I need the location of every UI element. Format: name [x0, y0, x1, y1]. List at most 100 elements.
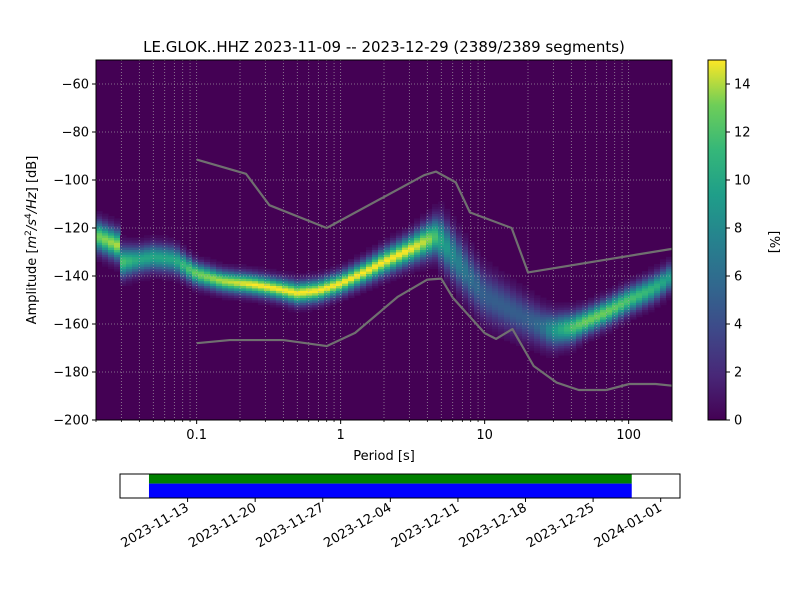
heatmap-cell [510, 278, 517, 282]
heatmap-cell [612, 321, 619, 325]
heatmap-cell [228, 290, 235, 294]
heatmap-cell [336, 295, 343, 298]
heatmap-cell [432, 256, 439, 260]
heatmap-cell [612, 290, 619, 294]
heatmap-cell [522, 328, 529, 332]
heatmap-cell [210, 280, 217, 284]
heatmap-cell [600, 304, 607, 308]
heatmap-cell [402, 240, 409, 243]
heatmap-cell [570, 316, 577, 320]
heatmap-cell [612, 292, 619, 296]
heatmap-cell [156, 271, 163, 274]
heatmap-cell [246, 297, 253, 301]
heatmap-cell [204, 288, 211, 291]
heatmap-cell [120, 244, 127, 248]
heatmap-cell [96, 252, 103, 255]
heatmap-cell [288, 307, 295, 310]
heatmap-cell [450, 271, 457, 274]
heatmap-cell [576, 328, 583, 332]
heatmap-cell [414, 256, 421, 260]
heatmap-cell [396, 266, 403, 270]
heatmap-cell [132, 261, 139, 265]
heatmap-cell [552, 316, 559, 320]
heatmap-cell [234, 290, 241, 294]
heatmap-cell [612, 314, 619, 318]
heatmap-cell [462, 273, 469, 277]
heatmap-cell [438, 264, 445, 267]
heatmap-cell [210, 271, 217, 274]
heatmap-cell [444, 271, 451, 274]
heatmap-cell [510, 297, 517, 301]
timeline-tick-label: 2023-12-11 [389, 500, 462, 551]
heatmap-cell [480, 297, 487, 301]
heatmap-cell [492, 304, 499, 308]
heatmap-cell [666, 278, 672, 282]
heatmap-cell [444, 264, 451, 267]
heatmap-cell [648, 278, 655, 282]
heatmap-cell [120, 283, 127, 286]
heatmap-cell [120, 264, 127, 267]
heatmap-cell [624, 302, 631, 306]
heatmap-cell [384, 268, 391, 272]
heatmap-cell [240, 283, 247, 286]
heatmap-cell [450, 283, 457, 286]
heatmap-cell [624, 309, 631, 313]
heatmap-cell [618, 321, 625, 325]
heatmap-cell [624, 283, 631, 286]
heatmap-cell [192, 264, 199, 267]
heatmap-cell [210, 292, 217, 296]
heatmap-cell [414, 254, 421, 258]
heatmap-cell [510, 285, 517, 289]
heatmap-cell [216, 261, 223, 265]
heatmap-cell [630, 304, 637, 308]
heatmap-cell [648, 309, 655, 313]
heatmap-cell [372, 276, 379, 279]
heatmap-cell [288, 280, 295, 284]
heatmap-cell [246, 300, 253, 303]
heatmap-cell [294, 285, 301, 289]
heatmap-cell [564, 309, 571, 313]
heatmap-cell [456, 288, 463, 291]
heatmap-cell [576, 321, 583, 325]
heatmap-cell [480, 259, 487, 262]
heatmap-cell [420, 240, 427, 243]
heatmap-cell [108, 225, 115, 229]
heatmap-cell [642, 285, 649, 289]
heatmap-cell [516, 304, 523, 308]
heatmap-cell [192, 271, 199, 274]
heatmap-cell [630, 290, 637, 294]
heatmap-cell [462, 276, 469, 279]
heatmap-cell [612, 304, 619, 308]
heatmap-cell [444, 213, 451, 217]
heatmap-cell [162, 278, 169, 282]
heatmap-cell [234, 283, 241, 286]
heatmap-cell [312, 271, 319, 274]
heatmap-cell [624, 288, 631, 291]
heatmap-cell [588, 302, 595, 306]
heatmap-cell [546, 336, 553, 339]
heatmap-cell [348, 278, 355, 282]
heatmap-cell [486, 302, 493, 306]
heatmap-cell [156, 256, 163, 260]
heatmap-cell [516, 314, 523, 318]
heatmap-cell [378, 256, 385, 260]
heatmap-cell [582, 336, 589, 339]
heatmap-cell [588, 338, 595, 342]
heatmap-cell [192, 254, 199, 258]
heatmap-cell [318, 297, 325, 301]
heatmap-cell [408, 237, 415, 241]
heatmap-cell [336, 288, 343, 291]
heatmap-cell [528, 302, 535, 306]
y-tick-label: −120 [53, 222, 89, 237]
heatmap-cell [456, 252, 463, 255]
heatmap-cell [240, 268, 247, 272]
heatmap-cell [492, 302, 499, 306]
heatmap-cell [558, 302, 565, 306]
heatmap-cell [126, 254, 133, 258]
heatmap-cell [378, 244, 385, 248]
heatmap-cell [570, 302, 577, 306]
heatmap-cell [222, 268, 229, 272]
heatmap-cell [204, 280, 211, 284]
heatmap-cell [288, 271, 295, 274]
heatmap-cell [504, 328, 511, 332]
